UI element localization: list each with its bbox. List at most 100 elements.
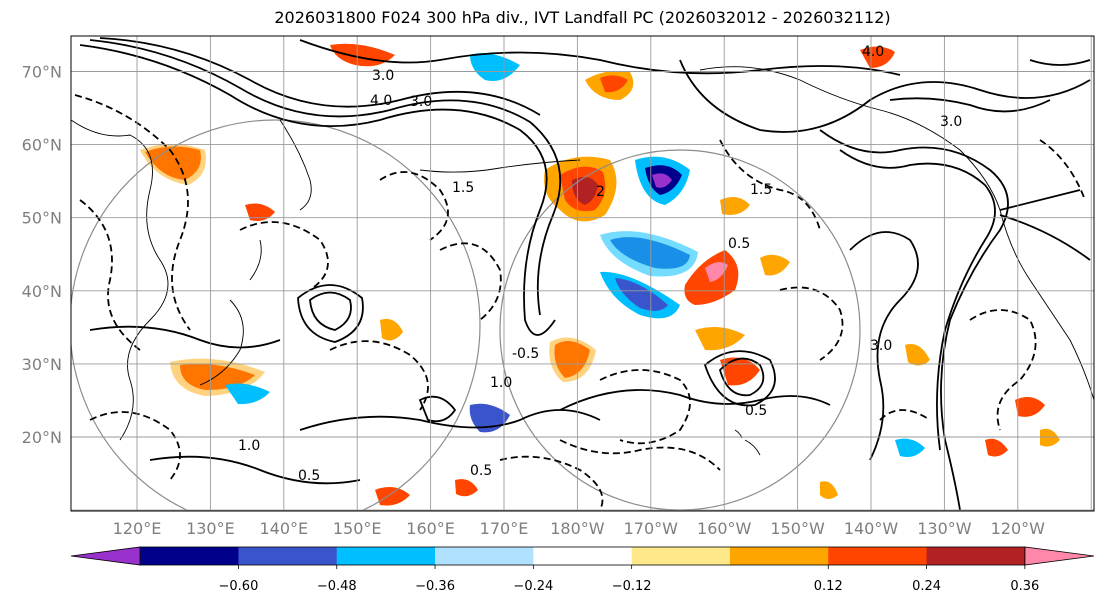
shade-positive-east-4 — [985, 438, 1008, 457]
colorbar-tick-label: −0.36 — [415, 579, 455, 594]
shade-positive-subtrop-2 — [720, 357, 760, 386]
shade-positive-subtrop-1-rim — [549, 337, 596, 382]
shade-positive-south-2 — [455, 479, 478, 497]
contour-label: 3.0 — [372, 68, 394, 84]
contour-dashed-3 — [329, 340, 429, 411]
longitude-tick-label: 150°W — [770, 519, 825, 538]
shade-positive-kamchatka-rim — [140, 144, 206, 185]
contour-dashed-9 — [719, 139, 821, 231]
coastlines — [71, 66, 1094, 456]
contour-dashed-7 — [969, 309, 1037, 431]
contour-solid-2 — [89, 39, 562, 316]
contour-solid-7 — [839, 149, 996, 451]
longitude-tick-label: 150°E — [333, 519, 382, 538]
contour-dashed-14 — [559, 439, 721, 471]
contour-label: 0.5 — [470, 463, 492, 479]
contour-label: 1.0 — [238, 438, 260, 454]
coastline-asia — [71, 119, 169, 441]
contour-solid-14 — [718, 357, 765, 397]
ivt-contours-solid — [79, 37, 1091, 511]
contour-dashed-13 — [879, 409, 931, 421]
contour-label: -0.5 — [512, 346, 539, 362]
contour-solid-5 — [679, 59, 1091, 133]
shade-positive-west-1 — [245, 203, 275, 221]
shade-positive-north-1-core — [600, 75, 628, 93]
contour-dashed-15 — [379, 171, 449, 241]
longitude-tick-label: 120°W — [991, 519, 1046, 538]
colorbar-bin — [828, 547, 928, 565]
contour-dashed-8 — [1039, 139, 1086, 201]
figure-title: 2026031800 F024 300 hPa div., IVT Landfa… — [274, 8, 891, 27]
contour-solid-8 — [999, 189, 1091, 261]
shade-negative-central-rim — [600, 231, 698, 277]
longitude-tick-label: 140°W — [844, 519, 899, 538]
contour-dashed-6 — [779, 286, 844, 361]
latitude-tick-label: 60°N — [22, 136, 62, 155]
contour-label: 2 — [596, 184, 605, 200]
contour-label: 0.5 — [745, 403, 767, 419]
latitude-tick-label: 50°N — [22, 209, 62, 228]
longitude-tick-label: 140°E — [259, 519, 308, 538]
shade-negative-north-2 — [470, 52, 520, 81]
contour-dashed-2 — [79, 199, 141, 351]
coastline-aleutians — [419, 159, 581, 173]
contour-label: 1.5 — [750, 182, 772, 198]
shade-negative-central-2-core — [615, 278, 668, 311]
divergence-shading — [140, 43, 1060, 506]
coastline-alaska — [699, 66, 1001, 211]
colorbar-bin — [729, 547, 829, 565]
coastline-kamchatka — [279, 119, 312, 211]
contour-label: 1.0 — [490, 375, 512, 391]
shade-positive-north-4 — [720, 196, 750, 215]
colorbar-bin — [238, 547, 338, 565]
shade-positive-midpac-max — [705, 262, 728, 282]
contour-label: 0.5 — [728, 236, 750, 252]
shade-positive-east-2 — [905, 344, 930, 366]
shade-negative-japan — [225, 383, 270, 405]
contour-label: 0.5 — [298, 468, 320, 484]
shade-negative-east-1 — [895, 438, 925, 457]
contour-solid-12 — [89, 325, 281, 349]
coastline-north-america — [999, 209, 1094, 401]
latitude-tick-label: 30°N — [22, 355, 62, 374]
contour-solid-4 — [299, 39, 901, 76]
colorbar-bin — [533, 547, 633, 565]
longitude-tick-label: 170°E — [480, 519, 529, 538]
colorbar-tick-label: −0.60 — [219, 579, 259, 594]
shade-positive-west-2 — [380, 318, 403, 341]
contour-solid-10 — [299, 409, 601, 431]
longitude-tick-label: 160°E — [406, 519, 455, 538]
longitude-tick-labels: 120°E 130°E 140°E 150°E 160°E 170°E 180°W 170°W… — [113, 519, 1045, 538]
colorbar-outline — [139, 546, 1026, 566]
contour-labels: 4.0 3.0 3.0 4.0 1.5 2 1.0 1.0 0.5 0.5 -0… — [238, 44, 962, 484]
colorbar-tick-label: 0.36 — [1010, 579, 1039, 594]
latitude-tick-labels: 20°N 30°N 40°N 50°N 60°N 70°N — [22, 63, 62, 448]
shade-negative-gulf-max — [652, 173, 672, 188]
longitude-tick-label: 130°E — [186, 519, 235, 538]
colorbar-tick-label: −0.48 — [317, 579, 357, 594]
shade-positive-south-3 — [820, 481, 838, 499]
map-frame — [70, 35, 1095, 512]
contour-label: 1.5 — [452, 180, 474, 196]
colorbar-bin — [926, 547, 1026, 565]
latitude-tick-label: 40°N — [22, 282, 62, 301]
contour-dashed-4 — [439, 242, 502, 321]
contour-label: 4.0 — [862, 44, 884, 60]
latitude-tick-label: 70°N — [22, 63, 62, 82]
longitude-tick-label: 180°W — [550, 519, 605, 538]
contour-solid-20 — [1029, 59, 1091, 66]
shade-positive-subtrop-3 — [695, 326, 745, 351]
longitude-tick-label: 160°W — [697, 519, 752, 538]
shade-positive-east-5 — [1040, 428, 1060, 447]
colorbar-tick-label: −0.24 — [513, 579, 553, 594]
contour-solid-19 — [889, 97, 1051, 113]
contour-dashed-10 — [239, 221, 329, 291]
contour-solid-18 — [418, 395, 457, 423]
map-background — [71, 36, 1094, 511]
colorbar: −0.60−0.48−0.36−0.24−0.120.120.240.360.4… — [70, 546, 1095, 594]
map-content — [71, 36, 1094, 511]
contour-solid-1 — [79, 44, 556, 336]
colorbar-tick-label: 0.12 — [814, 579, 843, 594]
longitude-tick-label: 120°E — [113, 519, 162, 538]
